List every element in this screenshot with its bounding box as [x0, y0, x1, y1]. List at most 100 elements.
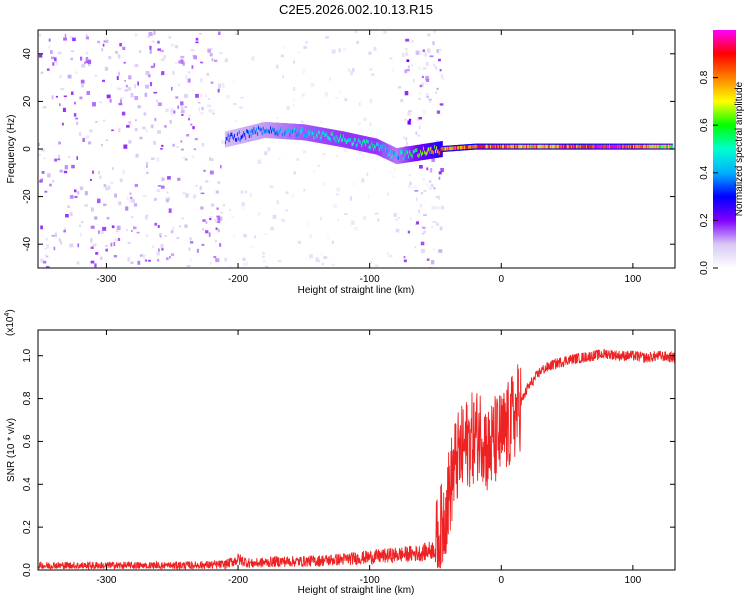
spectrogram-ridge-halo: [322, 127, 324, 144]
spectrogram-ridge: [332, 134, 335, 139]
spectrogram-ridge-halo: [367, 136, 370, 153]
spectrogram-cell: [420, 191, 423, 195]
spectrogram-ridge: [372, 143, 374, 148]
spectrogram-ridge: [359, 140, 361, 144]
spectrogram-ridge-halo: [231, 129, 233, 146]
spectrogram-cell: [116, 225, 121, 230]
spectrogram-ridge: [240, 135, 243, 140]
spectrogram-ridge-halo: [355, 134, 358, 151]
spectrogram-ridge: [620, 144, 622, 149]
spectrogram-ridge-halo: [296, 123, 299, 140]
spectrogram-ridge: [349, 138, 351, 142]
spectrogram-cell: [264, 265, 269, 268]
spectrogram-cell: [353, 183, 356, 186]
spectrogram-cell: [75, 117, 78, 120]
spectrogram-ridge: [516, 144, 519, 149]
spectrogram-cell: [207, 98, 210, 100]
spectrogram-cell: [167, 176, 171, 180]
spectrogram-cell: [185, 193, 189, 198]
spectrogram-ridge: [443, 147, 445, 151]
spectrogram-cell: [117, 54, 121, 59]
spectrogram-cell: [115, 51, 118, 54]
spectrogram-ridge-halo: [403, 147, 405, 163]
spectrogram-ridge: [624, 144, 627, 149]
spectrogram-cell: [79, 232, 82, 237]
spectrogram-ridge: [294, 127, 296, 132]
spectrogram-ridge: [613, 144, 616, 149]
spectrogram-cell: [369, 67, 373, 71]
spectrogram-cell: [189, 258, 192, 262]
spectrogram-ridge: [329, 138, 332, 142]
spectrogram-cell: [90, 238, 93, 243]
spectrogram-ridge: [634, 144, 637, 149]
spectrogram-cell: [182, 61, 185, 66]
spectrogram-ridge: [388, 152, 391, 157]
spectrogram-cell: [185, 75, 188, 80]
spectrogram-cell: [124, 89, 129, 92]
spectrogram-cell: [422, 226, 426, 229]
spectrogram-cell: [425, 78, 430, 82]
spectrogram-cell: [205, 230, 209, 234]
spectrogram-ridge-halo: [398, 147, 400, 164]
spectrogram-cell: [438, 171, 442, 175]
spectrogram-ridge: [364, 139, 366, 144]
spectrogram-cell: [214, 219, 218, 222]
spectrogram-cell: [405, 141, 409, 146]
spectrogram-cell: [41, 149, 45, 152]
spectrogram-ridge-halo: [329, 129, 332, 146]
spectrogram-ridge: [517, 144, 520, 149]
spectrogram-cell: [110, 242, 113, 247]
spectrogram-cell: [54, 57, 57, 62]
spectrogram-ridge-halo: [297, 124, 300, 140]
spectrogram-cell: [219, 243, 222, 247]
spectrogram-ridge: [532, 144, 535, 149]
spectrogram-cell: [100, 256, 103, 261]
spectrogram-cell: [180, 140, 183, 143]
spectrogram-ridge: [411, 154, 414, 159]
spectrogram-cell: [394, 262, 397, 265]
snr-x-tick-label: 100: [625, 575, 642, 586]
spectrogram-ridge-halo: [250, 125, 253, 142]
spectrogram-cell: [211, 58, 214, 62]
spectrogram-ridge: [478, 144, 480, 149]
spectrogram-cell: [168, 208, 172, 213]
spectrogram-ridge-halo: [237, 128, 240, 145]
spectrogram-ridge: [504, 144, 506, 149]
spectrogram-ridge: [258, 125, 260, 130]
spectrogram-cell: [63, 95, 67, 98]
spectrogram-cell: [94, 263, 97, 268]
spectrogram-ridge: [575, 144, 577, 149]
spectrogram-cell: [302, 150, 307, 154]
spectrogram-cell: [46, 68, 50, 71]
spectrogram-ridge-halo: [342, 131, 345, 148]
spectrogram-ridge: [633, 144, 636, 149]
spectrogram-x-tick-label: 0: [498, 274, 504, 285]
spectrogram-ridge-halo: [338, 130, 340, 147]
spectrogram-cell: [101, 143, 103, 147]
spectrogram-ridge-halo: [371, 137, 373, 154]
spectrogram-ridge: [384, 144, 386, 149]
spectrogram-cell: [82, 137, 85, 142]
spectrogram-cell: [326, 236, 330, 239]
spectrogram-cell: [427, 48, 431, 53]
spectrogram-ridge: [566, 144, 569, 149]
spectrogram-ridge: [302, 128, 304, 132]
spectrogram-cell: [414, 190, 419, 192]
spectrogram-cell: [350, 70, 353, 76]
spectrogram-cell: [86, 91, 90, 95]
spectrogram-ridge: [556, 144, 559, 149]
spectrogram-cell: [76, 261, 80, 265]
spectrogram-cell: [38, 54, 43, 58]
spectrogram-ridge: [666, 144, 668, 149]
spectrogram-cell: [199, 185, 202, 191]
spectrogram-cell: [217, 217, 220, 220]
spectrogram-ridge: [390, 155, 393, 160]
spectrogram-ridge: [398, 156, 400, 160]
spectrogram-cell: [103, 203, 107, 206]
spectrogram-cell: [363, 117, 367, 121]
spectrogram-cell: [201, 143, 205, 147]
spectrogram-cell: [229, 209, 232, 212]
spectrogram-cell: [212, 109, 215, 113]
spectrogram-cell: [103, 119, 106, 122]
